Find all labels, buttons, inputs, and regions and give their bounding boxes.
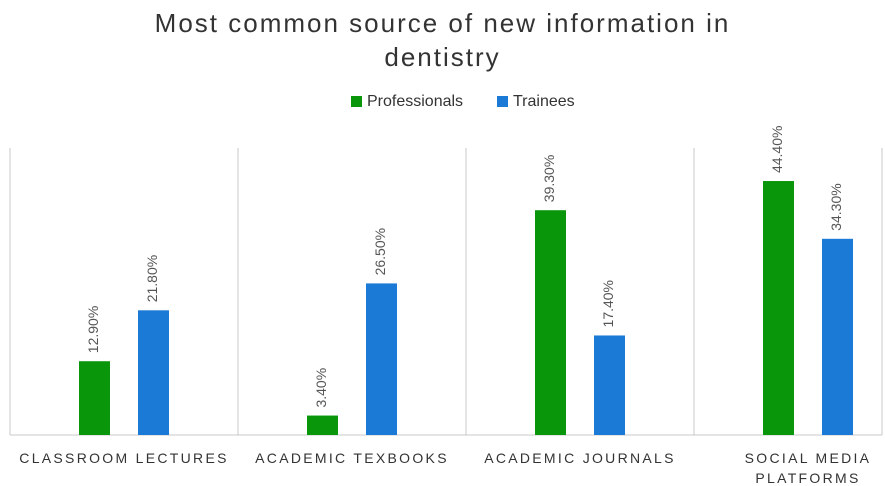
x-tick-label: SOCIAL MEDIA PLATFORMS <box>744 450 872 486</box>
x-tick-label: CLASSROOM LECTURES <box>19 450 229 466</box>
bar <box>79 361 110 435</box>
value-label: 12.90% <box>85 306 101 353</box>
bar <box>594 335 625 435</box>
legend-swatch <box>497 96 508 107</box>
value-label: 39.30% <box>541 155 557 202</box>
bar <box>763 181 794 435</box>
x-tick-label: ACADEMIC JOURNALS <box>484 450 676 466</box>
x-tick-label: ACADEMIC TEXBOOKS <box>255 450 449 466</box>
bar <box>138 310 169 435</box>
value-label: 21.80% <box>144 255 160 302</box>
value-label: 17.40% <box>600 280 616 327</box>
legend-label: Professionals <box>367 93 463 110</box>
bar <box>822 238 853 435</box>
value-label: 44.40% <box>769 126 785 173</box>
chart-title: Most common source of new information in… <box>154 8 731 72</box>
value-label: 34.30% <box>828 183 844 230</box>
bar <box>307 415 338 435</box>
bar <box>535 210 566 435</box>
legend-label: Trainees <box>513 93 575 110</box>
value-label: 26.50% <box>372 228 388 275</box>
legend-swatch <box>351 96 362 107</box>
value-label: 3.40% <box>313 368 329 408</box>
bar <box>366 283 397 435</box>
